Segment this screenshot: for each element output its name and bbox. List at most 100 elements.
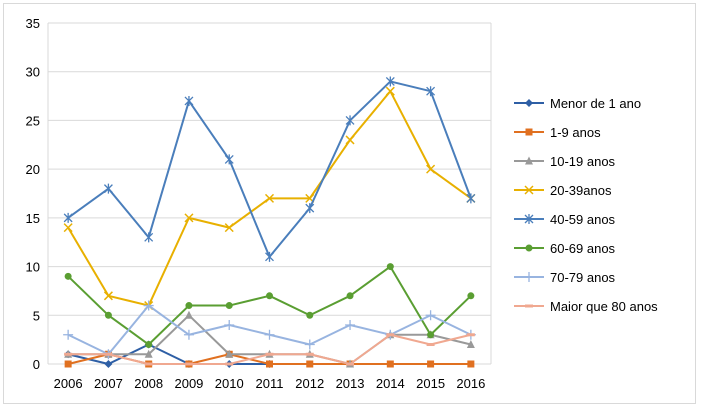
data-point: [345, 320, 356, 331]
x-tick-label: 2012: [295, 376, 324, 391]
x-axis-ticks: 2006 2007 2008 2009 2010 2011 2012 2013 2014 2015…: [54, 376, 486, 391]
data-point: [427, 360, 435, 368]
data-point: [144, 349, 153, 358]
data-point: [63, 212, 73, 223]
data-point: [266, 292, 273, 300]
y-tick-label: 20: [26, 162, 40, 177]
data-point: [63, 223, 73, 233]
y-tick-label: 25: [26, 113, 40, 128]
data-point: [305, 203, 315, 214]
x-tick-label: 2013: [336, 376, 365, 391]
y-tick-label: 35: [26, 16, 40, 31]
legend-label: Maior que 80 anos: [550, 299, 658, 314]
legend-item: 40-59 anos: [514, 212, 616, 227]
data-point: [104, 360, 113, 368]
x-tick-label: 2006: [54, 376, 83, 391]
data-point: [185, 302, 193, 310]
x-tick-label: 2009: [174, 376, 203, 391]
data-point: [264, 329, 275, 340]
data-point: [386, 360, 394, 368]
data-point: [345, 135, 355, 145]
legend-marker: [525, 128, 533, 136]
data-point: [104, 311, 112, 319]
series-7: [64, 333, 475, 366]
legend-label: 20-39anos: [550, 183, 612, 198]
legend-label: Menor de 1 ano: [550, 96, 641, 111]
legend-item: 10-19 anos: [514, 154, 616, 169]
data-point: [183, 329, 194, 340]
series-5: [64, 263, 475, 349]
y-tick-label: 5: [33, 308, 40, 323]
legend-item: Maior que 80 anos: [514, 299, 658, 314]
y-tick-label: 30: [26, 65, 40, 80]
data-point: [225, 349, 234, 358]
series-3: [63, 86, 476, 311]
data-point: [427, 331, 435, 339]
legend-label: 1-9 anos: [550, 125, 601, 140]
data-point: [467, 360, 475, 368]
data-point: [184, 213, 194, 223]
data-point: [225, 302, 233, 310]
data-point: [103, 291, 113, 301]
data-point: [224, 223, 234, 233]
data-point: [64, 352, 73, 356]
data-point: [306, 311, 314, 319]
data-point: [385, 86, 395, 96]
data-point: [184, 362, 193, 366]
data-point: [426, 164, 436, 174]
data-point: [224, 154, 234, 165]
legend-item: 60-69 anos: [514, 241, 616, 256]
x-tick-label: 2011: [256, 376, 284, 391]
data-point: [264, 193, 275, 203]
data-point: [64, 360, 72, 368]
data-point: [184, 95, 194, 106]
data-point: [386, 263, 394, 271]
data-point: [385, 76, 395, 87]
data-point: [265, 352, 274, 356]
x-tick-label: 2007: [94, 376, 123, 391]
series-line: [67, 343, 270, 365]
legend-marker: [525, 244, 533, 252]
data-point: [265, 251, 274, 262]
data-point: [143, 300, 154, 311]
data-point: [306, 360, 314, 368]
x-tick-label: 2010: [215, 376, 244, 391]
y-tick-label: 10: [26, 260, 40, 275]
legend-label: 40-59 anos: [550, 212, 616, 227]
data-point: [304, 339, 315, 350]
data-point: [346, 362, 355, 366]
legend-marker: [525, 99, 533, 107]
y-tick-label: 15: [26, 211, 40, 226]
data-point: [466, 340, 475, 349]
data-point: [425, 310, 436, 321]
legend-marker: [524, 272, 534, 282]
legend-marker: [524, 185, 534, 195]
legend-item: 20-39anos: [514, 183, 612, 198]
chart-frame: [3, 3, 696, 404]
data-point: [466, 193, 476, 204]
data-point: [103, 183, 113, 194]
legend-item: 1-9 anos: [514, 125, 601, 140]
data-point: [225, 362, 234, 366]
legend-marker: [524, 214, 534, 224]
legend-marker: [525, 304, 533, 308]
data-point: [144, 232, 154, 243]
data-point: [467, 292, 475, 300]
data-point: [64, 272, 72, 280]
series-lines: [63, 76, 476, 368]
data-point: [426, 86, 436, 97]
data-point: [104, 352, 113, 356]
legend-label: 60-69 anos: [550, 241, 616, 256]
y-tick-label: 0: [33, 357, 40, 372]
x-tick-label: 2016: [456, 376, 485, 391]
data-point: [346, 292, 354, 300]
legend-label: 10-19 anos: [550, 154, 616, 169]
data-point: [426, 343, 435, 347]
legend-item: 70-79 anos: [514, 270, 616, 285]
legend-item: Menor de 1 ano: [514, 96, 641, 111]
data-point: [345, 115, 355, 126]
data-point: [145, 341, 153, 349]
x-tick-label: 2015: [416, 376, 445, 391]
gridlines: [47, 22, 492, 365]
